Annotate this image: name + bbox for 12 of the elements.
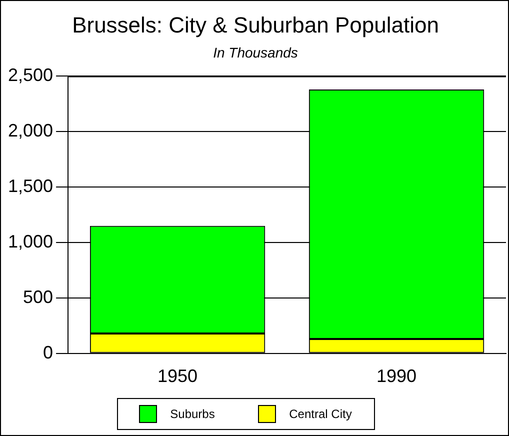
y-tick-label: 1,000 <box>8 231 54 252</box>
y-tick-label: 2,000 <box>8 120 54 141</box>
y-tick-label: 1,500 <box>8 176 54 196</box>
legend-label: Central City <box>289 407 352 421</box>
legend-label: Suburbs <box>170 407 215 421</box>
chart-title: Brussels: City & Suburban Population <box>72 12 439 38</box>
x-tick-label: 1950 <box>158 366 198 386</box>
y-tick-label: 2,500 <box>8 65 54 86</box>
y-tick-label: 500 <box>22 286 54 307</box>
x-tick-label: 1990 <box>376 366 417 386</box>
chart-subtitle: In Thousands <box>213 44 298 61</box>
y-tick-label: 0 <box>43 342 54 362</box>
